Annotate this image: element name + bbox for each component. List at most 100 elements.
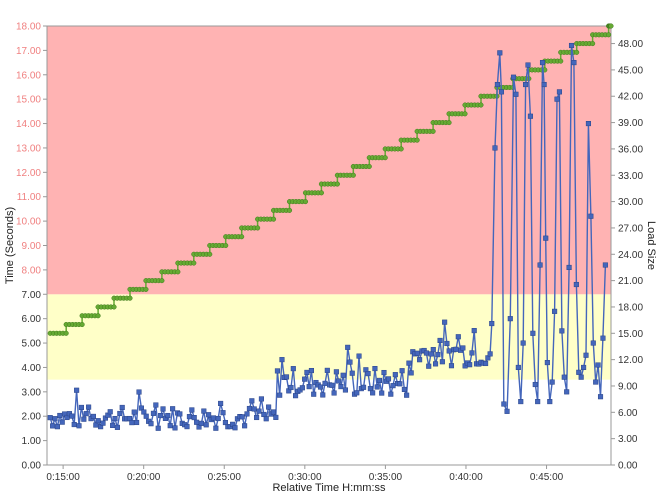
right-axis: 0.00 3.00 6.00 9.00 12.00 15.00 18.00 21.00 24.0… [611,39,643,472]
y-left-tick-label: 13.00 [16,143,41,154]
y-right-tick-label: 45.00 [618,65,643,76]
response-time-point [47,415,53,421]
y-left-tick-label: 16.00 [16,70,41,81]
response-time-point [308,367,314,374]
response-time-point [515,364,521,370]
response-time-point [279,357,285,363]
load-size-point [63,330,69,336]
response-time-point [141,409,147,415]
response-time-point [160,406,166,412]
response-time-point [189,407,195,413]
y-left-tick-label: 7.00 [22,290,42,301]
y-left-tick-label: 15.00 [16,95,41,106]
y-right-tick-label: 6.00 [618,408,638,419]
response-time-point [270,409,276,415]
response-time-point [277,392,283,398]
load-size-point [606,32,612,38]
response-time-point [497,50,503,56]
response-time-point [494,81,500,88]
response-time-point [324,367,330,373]
response-time-point [107,409,113,415]
response-time-point [354,390,360,396]
response-time-point [347,359,353,365]
y-left-tick-label: 11.00 [17,192,42,203]
response-time-point [439,359,445,365]
response-time-point [112,415,118,422]
response-time-point [246,405,252,412]
response-time-point [525,62,531,68]
load-size-point [111,304,117,310]
y-right-tick-label: 48.00 [618,39,643,50]
response-time-point [50,423,56,429]
response-time-point [290,366,296,372]
response-time-point [559,328,565,334]
response-time-point [471,328,477,334]
response-time-point [220,410,226,416]
x-tick-label: 0:40:00 [449,472,483,483]
y-left-tick-label: 9.00 [22,241,42,252]
response-time-point [399,368,405,374]
response-time-point [299,385,305,391]
response-time-point [381,369,387,376]
response-time-point [401,386,407,393]
response-time-point [110,422,116,428]
response-time-point [547,399,553,405]
load-size-point [143,286,149,292]
response-time-point [527,113,533,119]
load-size-point [207,251,213,257]
response-time-point [379,390,385,396]
y-left-tick-label: 2.00 [22,412,42,423]
response-time-point [131,409,137,415]
response-time-point [90,413,96,419]
response-time-point [507,316,513,322]
load-size-point [446,120,452,126]
response-time-point [404,392,410,398]
response-time-point [487,351,493,357]
response-time-point [69,413,75,419]
response-time-point [95,418,101,424]
response-time-point [510,74,517,80]
response-time-point [370,390,376,396]
response-time-point [150,410,156,416]
load-size-point [574,49,580,55]
response-time-point [249,398,255,404]
response-time-point [588,213,594,219]
response-time-point [336,378,342,384]
response-time-point [215,415,221,422]
series-response-time [47,42,608,431]
response-time-point [184,424,190,430]
response-time-point [539,60,546,66]
response-time-point [320,392,326,398]
response-time-point [239,414,245,420]
y-left-tick-label: 0.00 [22,461,42,472]
response-time-point [198,420,204,426]
load-size-point [558,58,564,64]
load-size-point [127,295,133,301]
response-time-point [455,334,461,340]
response-time-point [218,400,224,406]
response-time-point [93,422,99,428]
response-time-point [311,391,317,397]
response-time-point [397,381,403,387]
response-time-point [256,408,262,414]
x-tick-label: 0:15:00 [46,472,80,483]
x-axis: 0:15:00 0:20:00 0:25:00 0:30:00 0:35:00 0:40:… [46,465,564,483]
y-right-tick-label: 39.00 [618,118,643,129]
response-time-point [444,340,450,347]
response-time-point [129,420,135,426]
response-time-point [338,384,344,390]
response-time-point [306,384,312,390]
x-axis-title: Relative Time H:mm:ss [272,482,386,494]
response-time-point [432,361,439,367]
y-axis-right-title: Load Size [645,221,657,270]
y-right-tick-label: 30.00 [618,197,643,208]
response-time-point [554,96,560,102]
response-time-point [430,347,436,353]
response-time-point [340,372,346,378]
response-time-point [263,416,269,422]
y-left-tick-label: 6.00 [22,314,42,325]
load-size-point [271,216,277,222]
y-axis-left-title: Time (Seconds) [4,207,16,284]
response-time-point [376,377,382,383]
y-right-tick-label: 9.00 [618,381,638,392]
